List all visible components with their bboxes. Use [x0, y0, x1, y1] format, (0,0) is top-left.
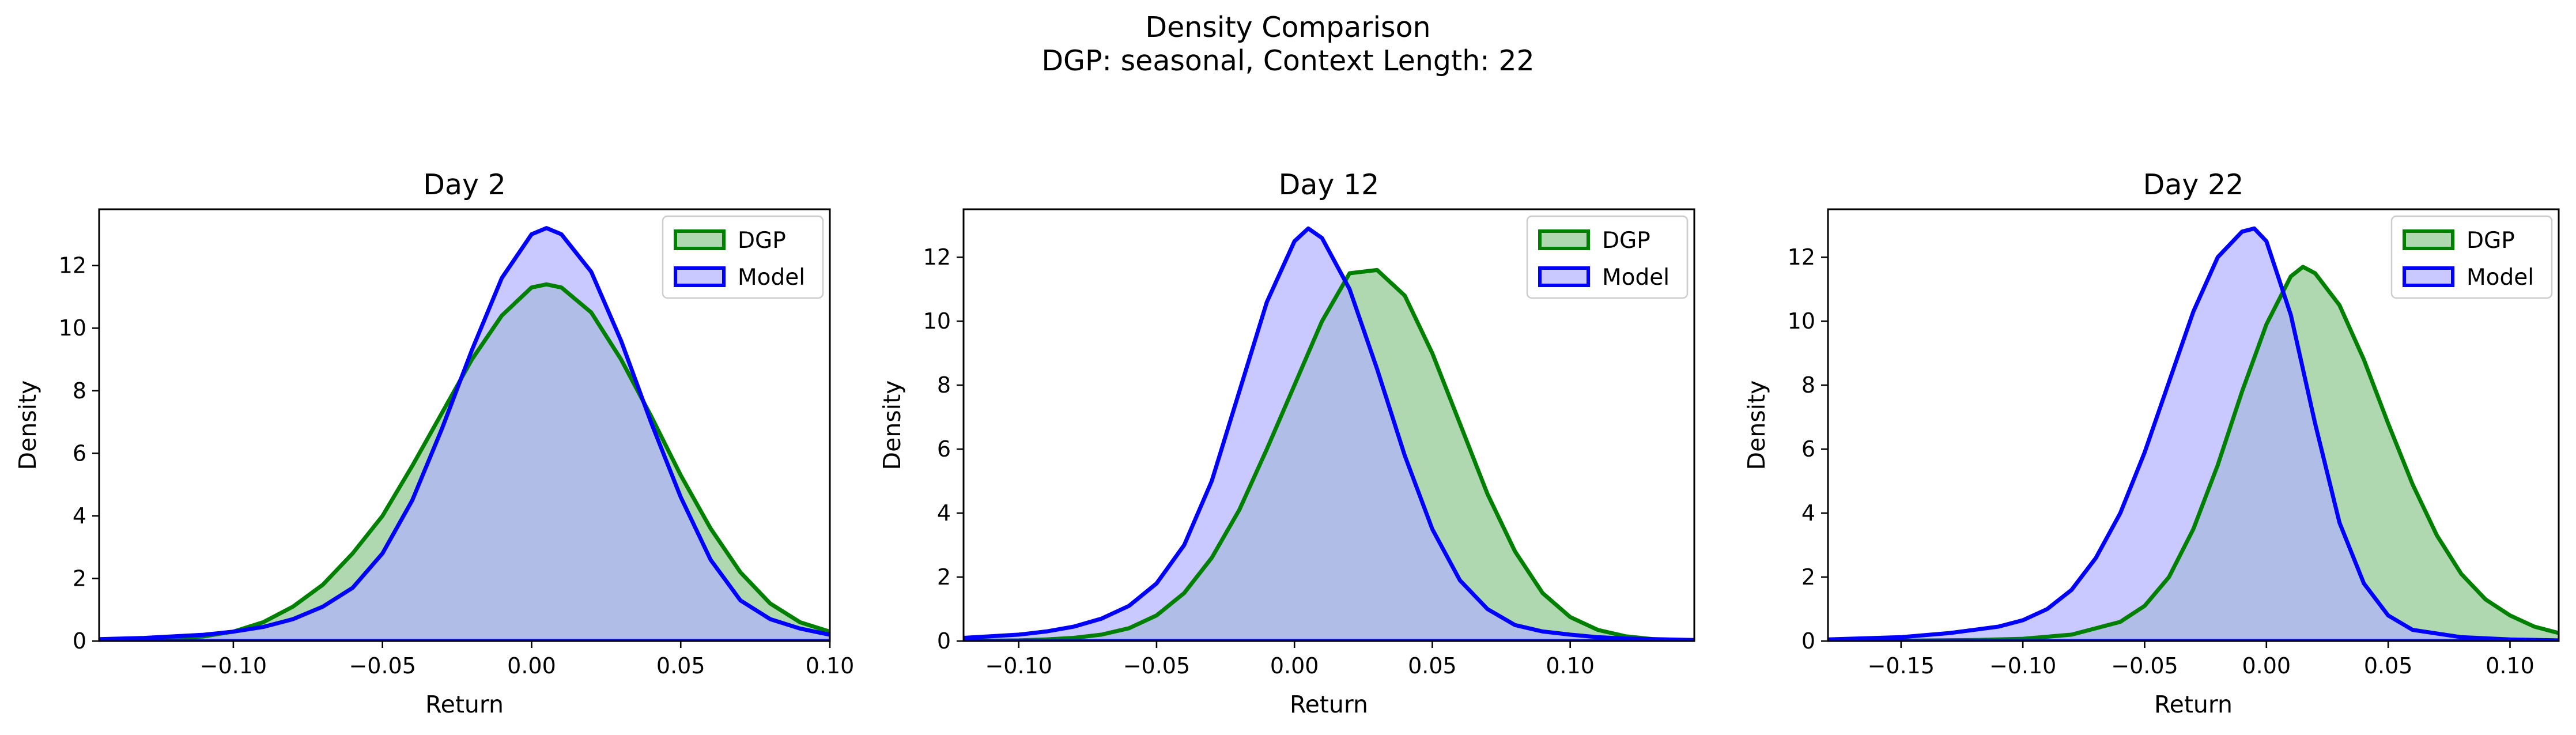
subplot-panels: −0.10 −0.05 0.00 0.05 0.10 0 2 4 6 8 10 12 Day 2 Retu… — [14, 168, 2560, 718]
y-tick-label: 2 — [937, 564, 951, 590]
dgp-density-area — [1828, 266, 2559, 641]
model-density-area — [964, 228, 1694, 641]
x-tick-label: −0.10 — [200, 653, 267, 679]
y-tick-label: 0 — [73, 628, 86, 654]
figure-suptitle-line1: Density Comparison — [1145, 11, 1430, 44]
legend-swatch-model — [1538, 266, 1590, 287]
y-tick-label: 10 — [1788, 308, 1815, 334]
y-tick-label: 12 — [1788, 244, 1815, 270]
axes-frame — [1827, 208, 2560, 642]
x-axis-label: Return — [1290, 691, 1368, 718]
y-tick-label: 0 — [937, 628, 951, 654]
x-tick-label: −0.05 — [2111, 653, 2178, 679]
x-tick-label: 0.05 — [656, 653, 705, 679]
legend-label-dgp: DGP — [738, 228, 786, 254]
model-density-line — [99, 226, 830, 641]
y-tick-label: 4 — [1801, 500, 1815, 526]
legend-label-model: Model — [2467, 265, 2534, 291]
model-density-area — [99, 228, 830, 641]
model-density-line — [1828, 226, 2559, 641]
y-tick-label: 6 — [73, 440, 86, 466]
x-tick-label: 0.10 — [806, 653, 855, 679]
subplot-3: −0.15 −0.10 −0.05 0.00 0.05 0.10 0 2 4 6 8 10 12 Day … — [1743, 168, 2560, 718]
legend-label-model: Model — [738, 265, 805, 291]
x-axis-label: Return — [425, 691, 504, 718]
dgp-density-line — [1828, 265, 2559, 641]
y-tick-label: 10 — [59, 315, 86, 341]
legend-swatch-dgp — [674, 229, 726, 250]
legend-label-model: Model — [1602, 265, 1670, 291]
y-tick-label: 6 — [937, 436, 951, 462]
x-tick-label: −0.10 — [1989, 653, 2056, 679]
model-density-area — [1828, 228, 2559, 641]
legend-swatch-model — [674, 266, 726, 287]
y-tick-label: 2 — [1801, 564, 1815, 590]
subplot-title: Day 12 — [1279, 168, 1380, 201]
x-tick-label: 0.00 — [2242, 653, 2291, 679]
x-tick-label: −0.05 — [349, 653, 416, 679]
x-tick-label: 0.00 — [1270, 653, 1319, 679]
legend-label-dgp: DGP — [1602, 228, 1650, 254]
x-tick-label: 0.05 — [1408, 653, 1457, 679]
y-tick-label: 12 — [59, 253, 86, 278]
legend-swatch-model — [2403, 266, 2454, 287]
y-axis-label: Density — [1743, 380, 1770, 470]
y-tick-label: 12 — [923, 244, 951, 270]
x-tick-label: 0.00 — [507, 653, 556, 679]
x-tick-label: −0.05 — [1123, 653, 1190, 679]
y-tick-label: 2 — [73, 566, 86, 591]
y-tick-label: 8 — [1801, 372, 1815, 398]
legend-swatch-dgp — [1538, 229, 1590, 250]
legend: DGP Model — [662, 215, 824, 299]
x-tick-label: 0.10 — [2486, 653, 2535, 679]
subplot-2: −0.10 −0.05 0.00 0.05 0.10 0 2 4 6 8 10 12 Day 12 Ret… — [878, 168, 1695, 718]
legend: DGP Model — [1526, 215, 1689, 299]
y-tick-label: 8 — [937, 372, 951, 398]
model-density-line — [964, 226, 1694, 641]
subplot-title: Day 22 — [2143, 168, 2244, 201]
figure-suptitle-line2: DGP: seasonal, Context Length: 22 — [1041, 44, 1534, 77]
y-tick-label: 6 — [1801, 436, 1815, 462]
y-tick-label: 4 — [937, 500, 951, 526]
legend-label-dgp: DGP — [2467, 228, 2515, 254]
y-axis-label: Density — [14, 380, 41, 470]
x-tick-label: 0.05 — [2364, 653, 2413, 679]
x-tick-label: −0.15 — [1868, 653, 1935, 679]
y-tick-label: 0 — [1801, 628, 1815, 654]
subplot-title: Day 2 — [423, 168, 506, 201]
legend: DGP Model — [2390, 215, 2553, 299]
y-tick-label: 8 — [73, 378, 86, 404]
x-tick-label: −0.10 — [985, 653, 1052, 679]
y-axis-label: Density — [878, 380, 906, 470]
dgp-density-line — [964, 267, 1694, 641]
axes-frame — [962, 208, 1695, 642]
plot-area — [99, 226, 830, 641]
x-tick-label: 0.10 — [1546, 653, 1595, 679]
subplot-1: −0.10 −0.05 0.00 0.05 0.10 0 2 4 6 8 10 12 Day 2 Retu… — [14, 168, 854, 718]
y-tick-label: 4 — [73, 503, 86, 529]
axes-frame — [98, 208, 831, 642]
legend-swatch-dgp — [2403, 229, 2454, 250]
x-axis-label: Return — [2154, 691, 2233, 718]
y-tick-label: 10 — [923, 308, 951, 334]
